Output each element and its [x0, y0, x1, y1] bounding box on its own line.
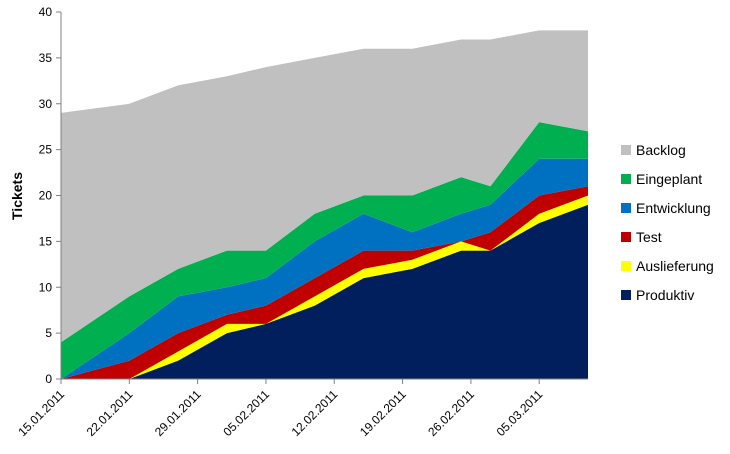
x-tick-label: 26.02.2011	[425, 387, 477, 439]
y-tick-label: 25	[39, 143, 53, 157]
area-backlog	[61, 30, 588, 343]
x-tick-label: 29.01.2011	[152, 387, 204, 439]
legend-swatch-entwicklung	[621, 203, 631, 213]
y-axis-title: Tickets	[9, 172, 25, 220]
x-tick-label: 15.01.2011	[15, 387, 67, 439]
legend-label-eingeplant: Eingeplant	[636, 171, 702, 187]
legend-swatch-auslieferung	[621, 261, 631, 271]
legend-label-entwicklung: Entwicklung	[636, 200, 711, 216]
legend-swatch-backlog	[621, 145, 631, 155]
series-areas	[61, 30, 588, 379]
y-tick-label: 15	[39, 234, 53, 248]
y-tick-label: 30	[39, 97, 53, 111]
x-tick-label: 12.02.2011	[289, 387, 341, 439]
legend-label-backlog: Backlog	[636, 142, 686, 158]
y-tick-label: 0	[45, 372, 52, 386]
y-tick-label: 35	[39, 51, 53, 65]
area-test	[61, 186, 588, 379]
legend-label-test: Test	[636, 229, 662, 245]
x-tick-label: 05.03.2011	[494, 387, 546, 439]
legend-label-produktiv: Produktiv	[636, 287, 694, 303]
legend-swatch-eingeplant	[621, 174, 631, 184]
x-tick-label: 19.02.2011	[357, 387, 409, 439]
area-entwicklung	[61, 158, 588, 379]
y-tick-label: 5	[45, 326, 52, 340]
y-tick-label: 10	[39, 280, 53, 294]
legend-swatch-produktiv	[621, 290, 631, 300]
area-eingeplant	[61, 122, 588, 379]
y-tick-label: 40	[39, 5, 53, 19]
legend-label-auslieferung: Auslieferung	[636, 258, 714, 274]
x-tick-label: 05.02.2011	[220, 387, 272, 439]
y-tick-label: 20	[39, 189, 53, 203]
area-produktiv	[61, 204, 588, 379]
x-tick-label: 22.01.2011	[84, 387, 136, 439]
legend-swatch-test	[621, 232, 631, 242]
legend: Backlog Eingeplant Entwicklung Test Ausliefe…	[621, 142, 714, 303]
